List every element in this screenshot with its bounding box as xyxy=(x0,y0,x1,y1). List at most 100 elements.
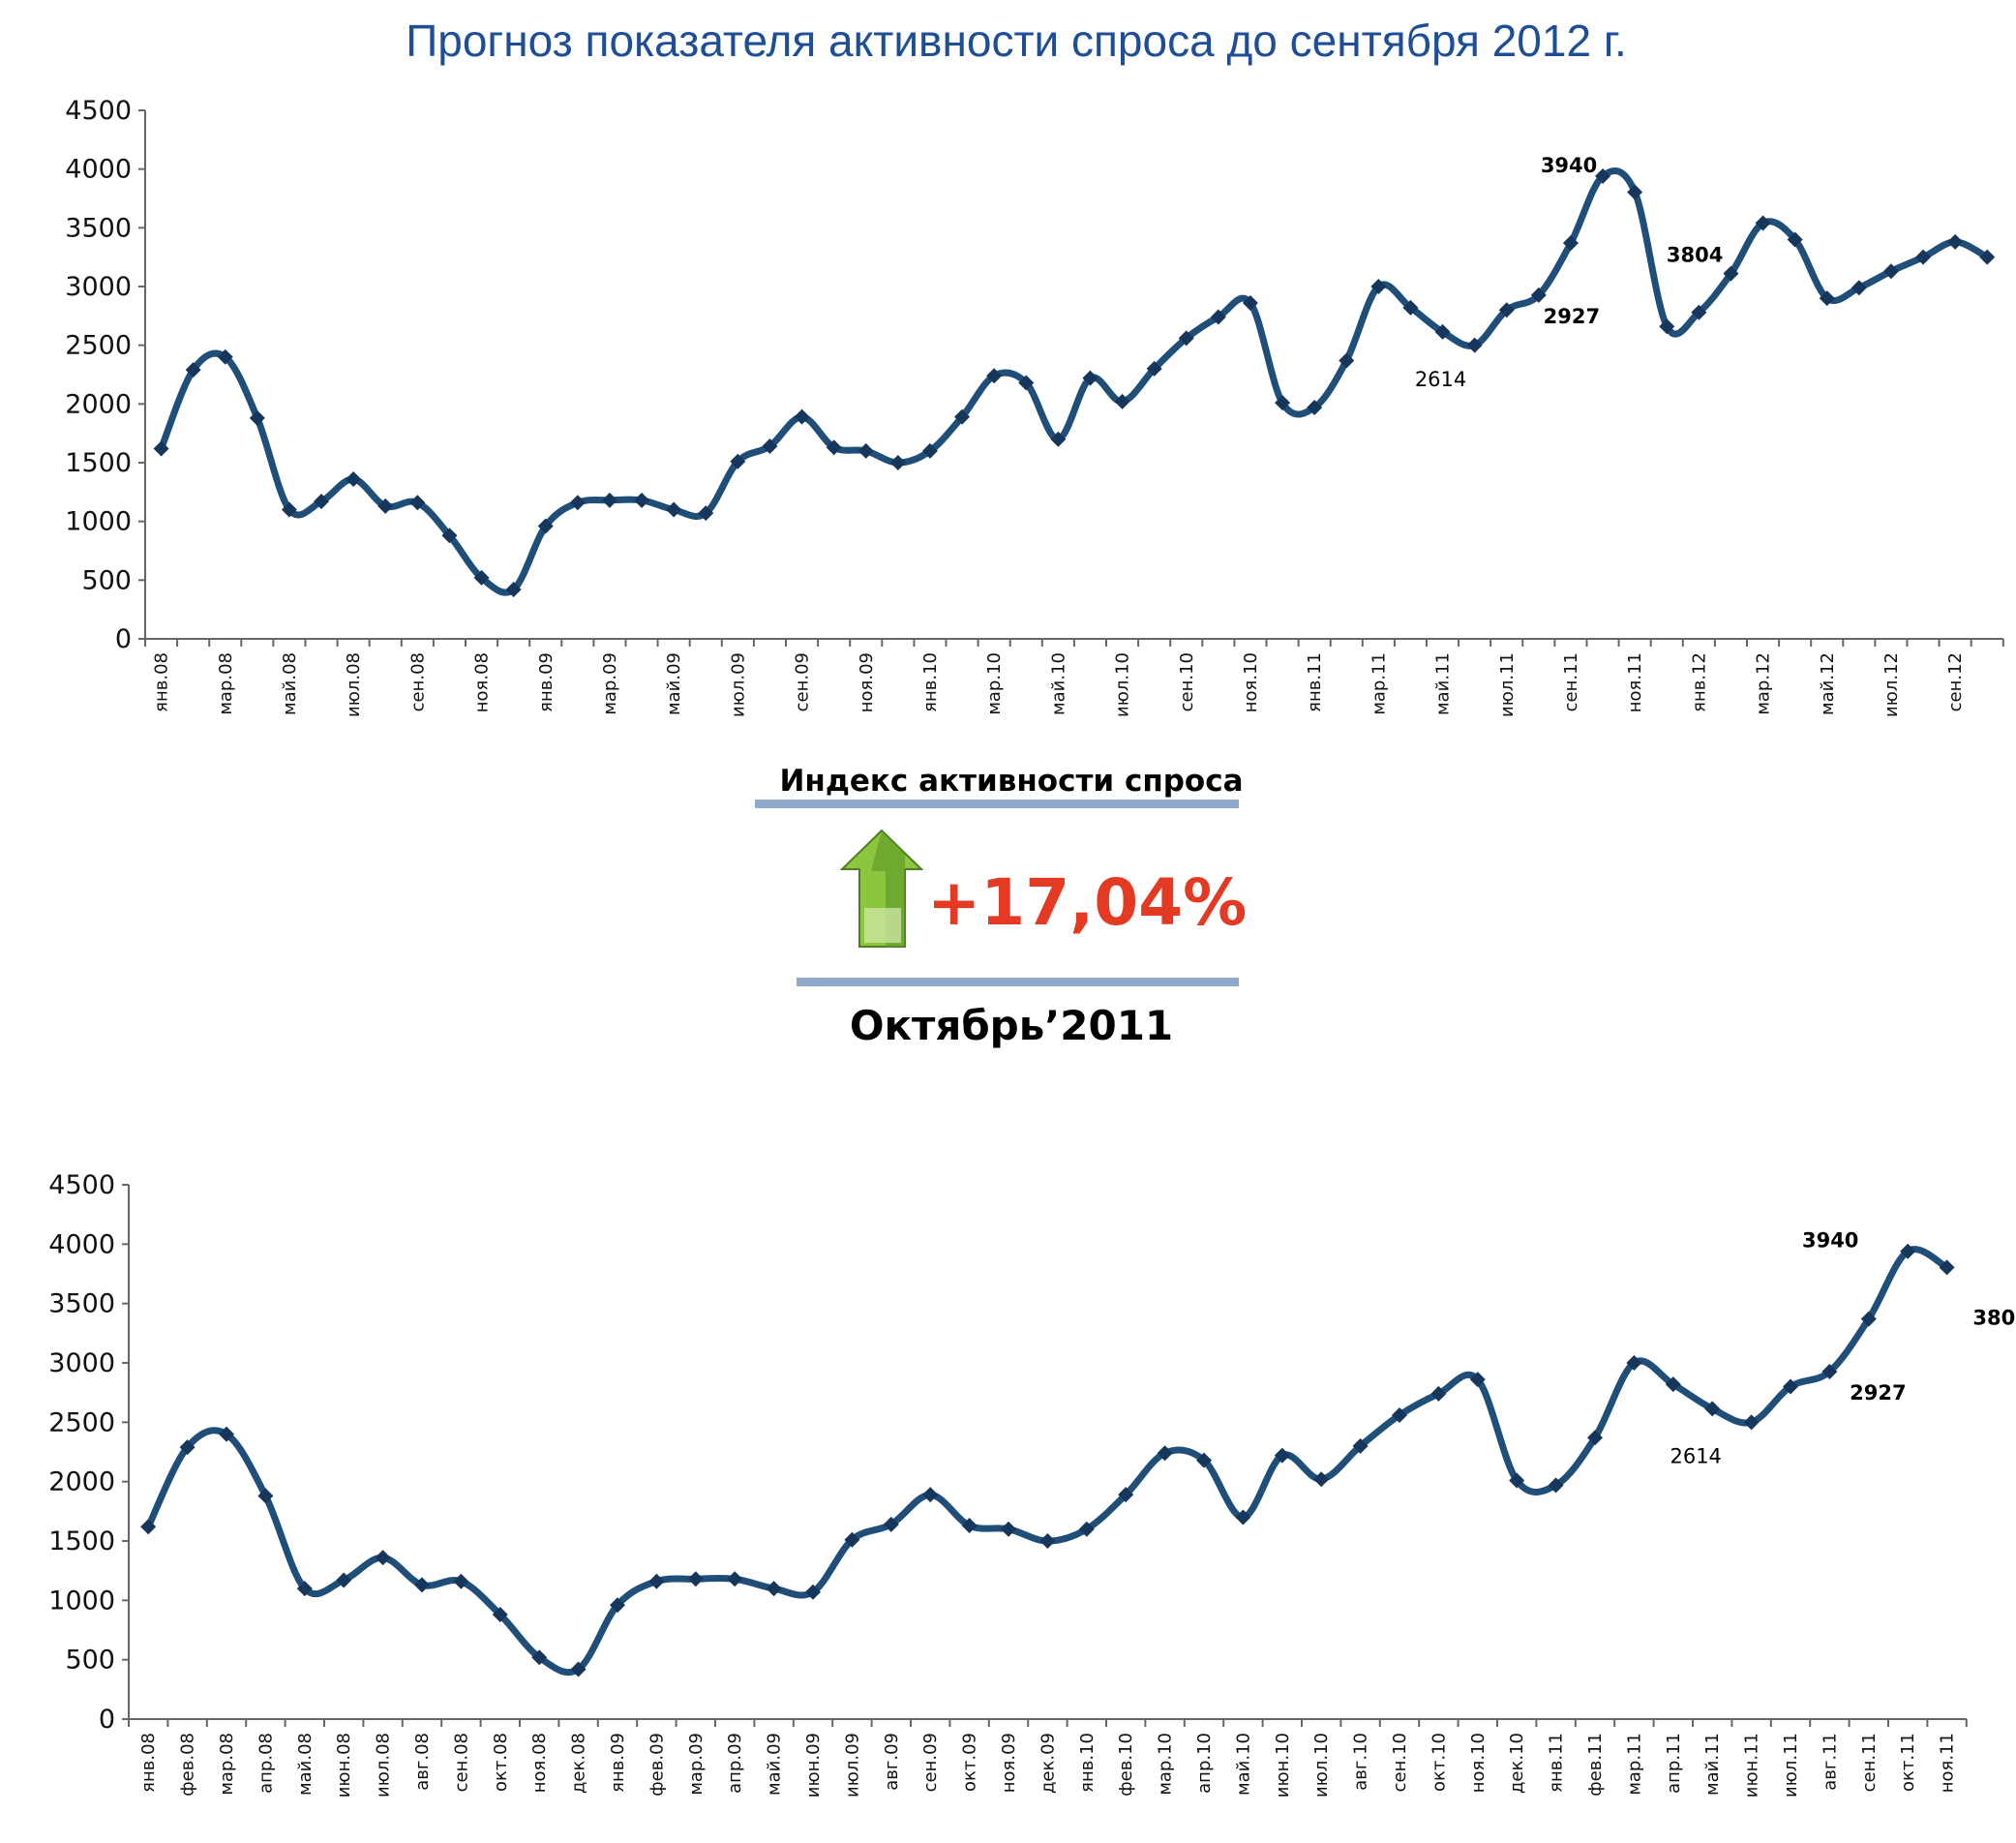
x-tick-label: мар.10 xyxy=(984,652,1005,715)
x-tick-label: янв.11 xyxy=(1305,652,1325,712)
x-tick-label: май.10 xyxy=(1048,652,1068,715)
x-tick-label: ноя.09 xyxy=(857,652,877,712)
x-tick-label: май.08 xyxy=(295,1733,316,1796)
data-point xyxy=(1275,395,1291,411)
y-tick-label: 1000 xyxy=(48,1586,115,1616)
data-point xyxy=(1466,337,1483,353)
data-point xyxy=(249,409,265,426)
data-point xyxy=(531,1649,548,1666)
data-point xyxy=(314,494,330,510)
x-tick-label: июл.11 xyxy=(1497,652,1518,717)
data-point xyxy=(1787,231,1803,248)
x-tick-label: июн.10 xyxy=(1273,1733,1293,1798)
y-tick-label: 0 xyxy=(99,1705,115,1735)
data-point xyxy=(1626,1355,1642,1371)
data-point xyxy=(858,442,874,459)
data-point xyxy=(698,505,714,522)
y-tick-label: 4000 xyxy=(48,1229,115,1259)
data-point xyxy=(921,442,938,459)
y-tick-label: 4500 xyxy=(48,1170,115,1200)
data-point xyxy=(217,348,233,365)
data-point xyxy=(1039,1533,1056,1549)
data-point xyxy=(730,453,746,469)
data-point xyxy=(473,569,490,586)
x-tick-label: янв.10 xyxy=(1077,1733,1098,1793)
history-chart: 0 500 1000 1500 2000 2500 3000 3500 4000 4500 янв.… xyxy=(48,1170,2016,1798)
data-point xyxy=(634,492,650,508)
page-title: Прогноз показателя активности спроса до … xyxy=(406,15,1627,66)
x-tick-label: авг.11 xyxy=(1820,1733,1840,1791)
data-point xyxy=(1821,1363,1838,1379)
x-tick-label: сен.08 xyxy=(451,1733,471,1792)
x-tick-label: май.09 xyxy=(765,1733,785,1796)
data-point xyxy=(377,498,394,514)
data-label: 2614 xyxy=(1415,368,1466,391)
data-label: 2927 xyxy=(1850,1381,1906,1405)
x-tick-label: окт.09 xyxy=(960,1733,980,1792)
data-point xyxy=(1352,1437,1369,1454)
data-point xyxy=(1118,1487,1134,1503)
x-tick-label: дек.09 xyxy=(1038,1733,1058,1794)
x-tick-label: авг.08 xyxy=(412,1733,433,1791)
x-tick-label: июл.09 xyxy=(842,1733,862,1798)
data-point xyxy=(954,408,971,425)
y-tick-label: 3000 xyxy=(48,1348,115,1378)
x-tick-label: янв.09 xyxy=(608,1733,628,1793)
data-point xyxy=(610,1597,625,1614)
x-tick-label: июл.10 xyxy=(1311,1733,1332,1798)
green-up-arrow-icon xyxy=(839,829,924,948)
data-point xyxy=(1274,1447,1290,1464)
y-tick-label: 4500 xyxy=(65,96,132,126)
x-tick-label: янв.12 xyxy=(1689,652,1709,712)
data-point xyxy=(257,1488,274,1504)
x-tick-label: мар.09 xyxy=(686,1733,707,1796)
x-tick-label: июл.10 xyxy=(1113,652,1133,717)
data-point xyxy=(1050,431,1067,447)
x-tick-label: фев.09 xyxy=(647,1733,667,1797)
y-tick-label: 500 xyxy=(65,1646,115,1676)
change-percent: +17,04% xyxy=(927,865,1247,940)
x-tick-label: май.10 xyxy=(1233,1733,1253,1796)
data-point xyxy=(1146,360,1162,377)
data-point xyxy=(889,455,906,470)
data-point xyxy=(1704,1401,1721,1417)
x-tick-label: мар.10 xyxy=(1156,1733,1176,1796)
x-tick-label: май.12 xyxy=(1818,652,1838,715)
y-tick-label: 3500 xyxy=(65,213,132,243)
data-point xyxy=(219,1426,234,1442)
x-tick-label: янв.09 xyxy=(536,652,557,712)
data-point xyxy=(1595,167,1611,184)
y-tick-label: 0 xyxy=(115,624,132,654)
y-tick-label: 2500 xyxy=(48,1407,115,1437)
data-label: 2927 xyxy=(1544,305,1600,328)
x-tick-label: мар.11 xyxy=(1369,652,1389,715)
data-point xyxy=(185,362,201,378)
data-point xyxy=(1392,1406,1407,1423)
data-point xyxy=(1691,304,1707,320)
x-tick-label: янв.08 xyxy=(138,1733,159,1793)
x-tick-label: дек.10 xyxy=(1507,1733,1527,1794)
data-point xyxy=(1939,1259,1955,1276)
data-point xyxy=(1370,279,1387,294)
y-tick-label: 1000 xyxy=(65,507,132,537)
data-point xyxy=(409,495,426,511)
data-point xyxy=(1819,290,1835,307)
data-point xyxy=(1665,1376,1681,1393)
top-divider xyxy=(755,800,1239,808)
data-point xyxy=(1114,393,1130,409)
data-point xyxy=(766,1581,782,1597)
series-line xyxy=(144,1246,1951,1677)
data-point xyxy=(1915,249,1932,265)
data-point xyxy=(922,1487,939,1503)
x-tick-label: июл.12 xyxy=(1881,652,1902,717)
data-point xyxy=(1339,352,1355,369)
data-point xyxy=(1947,233,1964,250)
data-point xyxy=(727,1571,743,1587)
x-tick-label: апр.09 xyxy=(725,1733,745,1794)
data-point xyxy=(1001,1521,1016,1537)
data-point xyxy=(1979,249,1996,265)
y-tick-label: 3500 xyxy=(48,1289,115,1319)
data-point xyxy=(1755,215,1771,231)
x-tick-label: июл.11 xyxy=(1781,1733,1801,1798)
index-heading: Индекс активности спроса xyxy=(779,764,1243,799)
